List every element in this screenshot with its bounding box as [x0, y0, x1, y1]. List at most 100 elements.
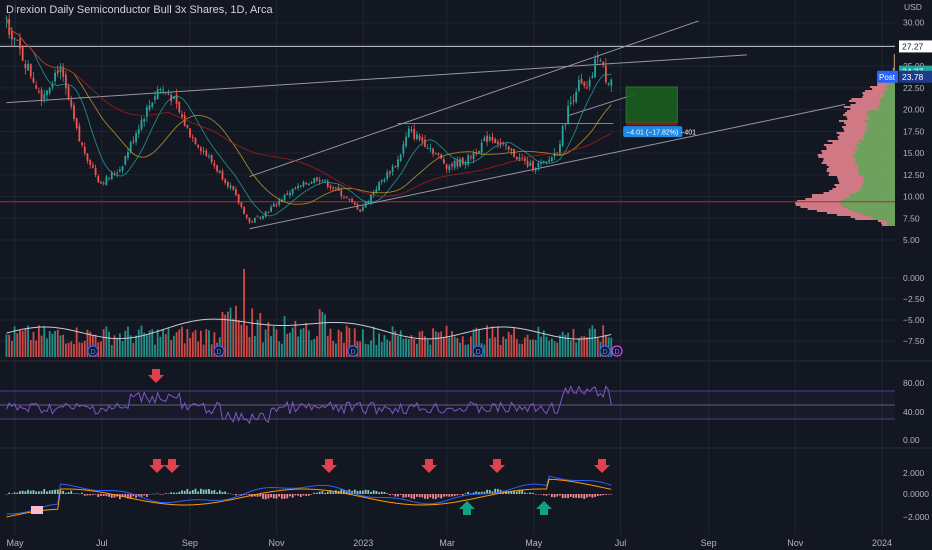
volume-bar [197, 341, 200, 357]
macd-histogram-bar [127, 494, 129, 499]
candle-body [262, 215, 264, 219]
macd-histogram-bar [186, 489, 189, 494]
macd-histogram-bar [10, 493, 13, 495]
macd-histogram-bar [318, 491, 321, 494]
volume-bar [340, 331, 343, 357]
volume-bar [529, 339, 532, 357]
macd-histogram-bar [378, 492, 380, 494]
macd-histogram-bar [102, 494, 105, 496]
volume-bar [397, 336, 399, 357]
x-tick-label: Sep [182, 538, 198, 548]
macd-histogram-bar [564, 494, 567, 499]
dividend-marker-label: D [602, 349, 607, 356]
candle-body [610, 79, 613, 86]
volume-bar [580, 336, 583, 357]
macd-histogram-bar [129, 494, 132, 499]
macd-histogram-bar [226, 493, 229, 494]
volume-bar [318, 309, 321, 357]
volume-bar [310, 340, 313, 357]
candle-body [518, 157, 521, 162]
volume-bar [226, 311, 229, 357]
candle-body [164, 91, 167, 93]
candle-body [505, 144, 507, 146]
profile-bar-down [877, 82, 895, 84]
volume-bar [40, 335, 43, 357]
macd-histogram-bar [232, 494, 235, 495]
macd-histogram-bar [353, 489, 356, 494]
candle-body [424, 139, 426, 147]
macd-histogram-bar [181, 490, 183, 494]
volume-bar [518, 343, 521, 357]
volume-bar [240, 324, 243, 357]
volume-bar [596, 337, 599, 357]
profile-bar-down [849, 100, 895, 102]
volume-bars [5, 269, 613, 357]
dividend-marker [347, 345, 359, 357]
volume-bar [232, 318, 235, 357]
profile-bar-up [862, 186, 895, 188]
macd-histogram-bar [170, 492, 173, 494]
candle-body [445, 164, 448, 169]
position-label-bg [623, 126, 683, 138]
candle-body [499, 142, 502, 144]
volume-bar [259, 313, 262, 357]
volume-bar [154, 344, 156, 357]
volume-bar [81, 342, 83, 357]
volume-bar [108, 331, 110, 357]
post-label-bg [877, 70, 898, 83]
macd-histogram-bar [62, 490, 65, 494]
sell-arrow-icon [149, 459, 165, 473]
macd-histogram-bar [40, 491, 43, 494]
dividend-marker-label: D [475, 349, 480, 356]
sell-arrow-icon [164, 459, 180, 473]
volume-bar [162, 329, 164, 357]
candle-body [545, 161, 548, 163]
profile-bar-up [877, 106, 895, 108]
volume-bar [237, 320, 240, 357]
post-price-badge: 23.78 [902, 72, 924, 82]
macd-histogram-bar [43, 488, 46, 494]
volume-bar [432, 328, 434, 357]
profile-bar-up [841, 200, 895, 202]
candle-body [48, 87, 51, 94]
profile-bar-up [873, 218, 895, 220]
macd-histogram-bar [175, 492, 178, 494]
profile-bar-down [862, 92, 895, 94]
macd-histogram-bar [48, 490, 51, 494]
volume-bar [337, 329, 340, 357]
candle-body [529, 162, 532, 167]
macd-histogram-bar [218, 490, 221, 494]
candle-body [256, 216, 259, 218]
volume-bar [145, 335, 148, 357]
volume-bar [21, 330, 24, 357]
macd-histogram-bar [402, 494, 405, 498]
x-tick-label: Sep [701, 538, 717, 548]
volume-bar [505, 338, 507, 357]
profile-bar-up [857, 140, 895, 142]
volume-bar [561, 331, 564, 357]
volume-bar [556, 342, 559, 357]
macd-histogram-bar [210, 490, 213, 494]
macd-histogram-bar [245, 494, 248, 495]
candle-body [232, 186, 235, 190]
macd-histogram-bar [451, 494, 453, 497]
candle-body [329, 186, 332, 189]
profile-bar-up [887, 224, 895, 226]
volume-bar [256, 319, 259, 357]
macd-histogram-bar [553, 494, 556, 498]
candle-body [270, 207, 272, 212]
macd-histogram-bar [532, 492, 534, 494]
profile-bar-down [877, 84, 895, 86]
macd-histogram-bar [208, 488, 210, 494]
macd-histogram-bar [275, 494, 278, 499]
candle-body [264, 211, 267, 217]
profile-bar-up [849, 196, 895, 198]
macd-histogram-bar [359, 490, 362, 494]
candle-body [140, 119, 143, 130]
candle-body [332, 187, 335, 189]
macd-histogram-bar [591, 494, 594, 498]
macd-histogram-bar [510, 491, 513, 494]
profile-bar-up [867, 130, 895, 132]
macd-histogram-bar [575, 494, 578, 498]
